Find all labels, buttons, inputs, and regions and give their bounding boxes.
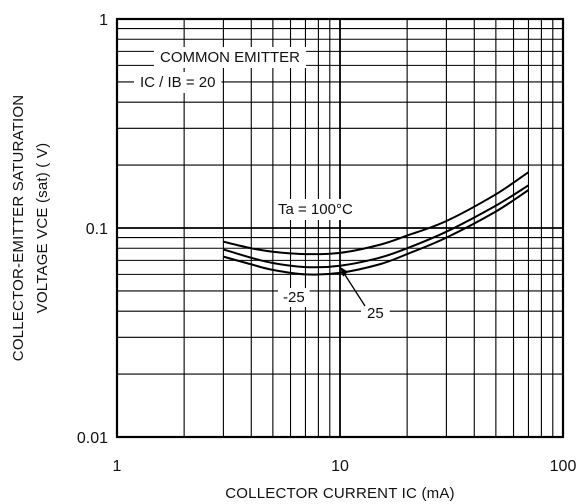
annotation-common-emitter: COMMON EMITTER	[160, 49, 300, 66]
annotation-1-background	[154, 47, 307, 68]
series-line-1	[223, 184, 530, 269]
series-label-25-background	[361, 303, 390, 324]
grid	[117, 19, 563, 437]
series-line-2	[223, 189, 530, 276]
series-label-neg25-background	[278, 288, 310, 307]
x-tick-label: 10	[331, 458, 349, 475]
y-axis-label-line-2: VOLTAGE VCE (sat) ( V)	[34, 143, 51, 314]
series-label-100c: Ta = 100°C	[278, 201, 353, 218]
plot-frame	[115, 17, 565, 439]
x-axis-label: COLLECTOR CURRENT IC (mA)	[225, 485, 454, 502]
series-label-25-arrowhead	[340, 266, 348, 277]
series-label-100-background	[274, 199, 357, 220]
x-tick-label: 1	[113, 458, 122, 475]
series-label-25: 25	[367, 305, 384, 322]
y-axis-label-line-1: COLLECTOR-EMITTER SATURATION	[10, 95, 27, 361]
y-tick-label: 1	[99, 12, 108, 29]
annotation-2-background	[134, 72, 222, 93]
annotation-ic-ib-ratio: IC / IB = 20	[140, 74, 215, 91]
y-tick-label: 0.01	[77, 430, 108, 447]
x-tick-labels: 1 10 100	[113, 458, 577, 475]
series-line-0	[223, 171, 530, 256]
y-tick-labels: 0.01 0.1 1	[77, 12, 108, 447]
y-tick-label: 0.1	[86, 221, 108, 238]
series-label-25-leader	[342, 271, 366, 307]
series-layer	[223, 171, 530, 276]
x-tick-label: 100	[550, 458, 577, 475]
series-label-neg25: -25	[283, 289, 305, 306]
